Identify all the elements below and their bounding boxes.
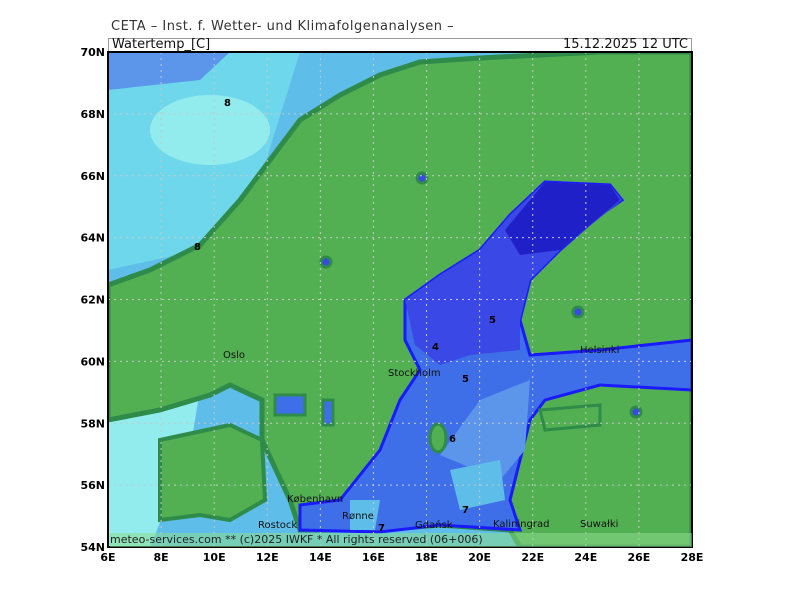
land-denmark — [158, 422, 268, 523]
header-institute: CETA – Inst. f. Wetter- und Klimafolgena… — [111, 19, 455, 34]
map-area — [108, 52, 692, 547]
lon-tick-label: 18E — [415, 551, 438, 564]
city-stockholm: Stockholm — [388, 368, 441, 379]
lon-tick-label: 16E — [362, 551, 385, 564]
lat-tick-label: 56N — [80, 479, 105, 492]
parameter-label: Watertemp_[C] — [112, 37, 211, 52]
lon-tick-label: 20E — [468, 551, 491, 564]
lon-tick-label: 26E — [627, 551, 650, 564]
contour-label: 7 — [462, 505, 469, 516]
sea-central-baltic — [440, 380, 530, 480]
sea-south-baltic-warm — [450, 460, 505, 510]
lat-tick-label: 66N — [80, 170, 105, 183]
lake — [319, 255, 333, 269]
city-kobenhavn: København — [287, 494, 343, 505]
city-rostock: Rostock — [258, 520, 297, 531]
lake — [629, 405, 643, 419]
axis-ticks: 6E 8E 10E 12E 14E 16E 18E 20E 22E 24E 26E 28E 70N 68N… — [80, 46, 703, 564]
lat-tick-label: 62N — [80, 294, 105, 307]
contour-label: 5 — [489, 315, 496, 326]
contour-label: 6 — [449, 434, 456, 445]
lake-vattern — [321, 398, 335, 427]
land-gotland — [428, 422, 448, 454]
lon-tick-label: 24E — [574, 551, 597, 564]
map-frame — [107, 51, 693, 548]
sea-warmest-zone — [150, 95, 270, 165]
skagerrak-warm — [108, 380, 200, 547]
grid-lines — [108, 52, 692, 547]
sea-bothnian-bay — [505, 182, 620, 255]
contour-label: 8 — [194, 242, 201, 253]
lat-tick-label: 68N — [80, 108, 105, 121]
lon-tick-label: 28E — [681, 551, 704, 564]
lat-tick-label: 64N — [80, 232, 105, 245]
city-oslo: Oslo — [223, 350, 245, 361]
lon-tick-label: 6E — [100, 551, 115, 564]
lon-tick-label: 10E — [203, 551, 226, 564]
lake-vanern — [273, 393, 307, 417]
lat-tick-label: 54N — [80, 541, 105, 554]
lake — [415, 171, 429, 185]
lake — [571, 305, 585, 319]
lon-tick-label: 14E — [309, 551, 332, 564]
datetime-label: 15.12.2025 12 UTC — [562, 37, 688, 52]
sea-cool-north — [108, 52, 230, 90]
contour-label: 7 — [378, 523, 385, 534]
sea-bornholm-warm — [350, 500, 380, 530]
contour-label: 8 — [224, 98, 231, 109]
land-saaremaa — [538, 403, 602, 432]
lat-tick-label: 60N — [80, 355, 105, 368]
contour-label: 5 — [462, 374, 469, 385]
contour-label: 4 — [432, 342, 439, 353]
city-kaliningrad: Kaliningrad — [493, 519, 549, 530]
lon-tick-label: 22E — [521, 551, 544, 564]
lon-tick-label: 8E — [154, 551, 169, 564]
footer-copyright: meteo-services.com ** (c)2025 IWKF * All… — [110, 533, 692, 547]
city-helsinki: Helsinki — [580, 345, 619, 356]
city-gdansk: Gdańsk — [415, 519, 453, 531]
lat-tick-label: 70N — [80, 46, 105, 59]
lon-tick-label: 12E — [256, 551, 279, 564]
city-suwalki: Suwałki — [580, 519, 618, 530]
city-ronne: Rønne — [342, 511, 374, 522]
lat-tick-label: 58N — [80, 417, 105, 430]
